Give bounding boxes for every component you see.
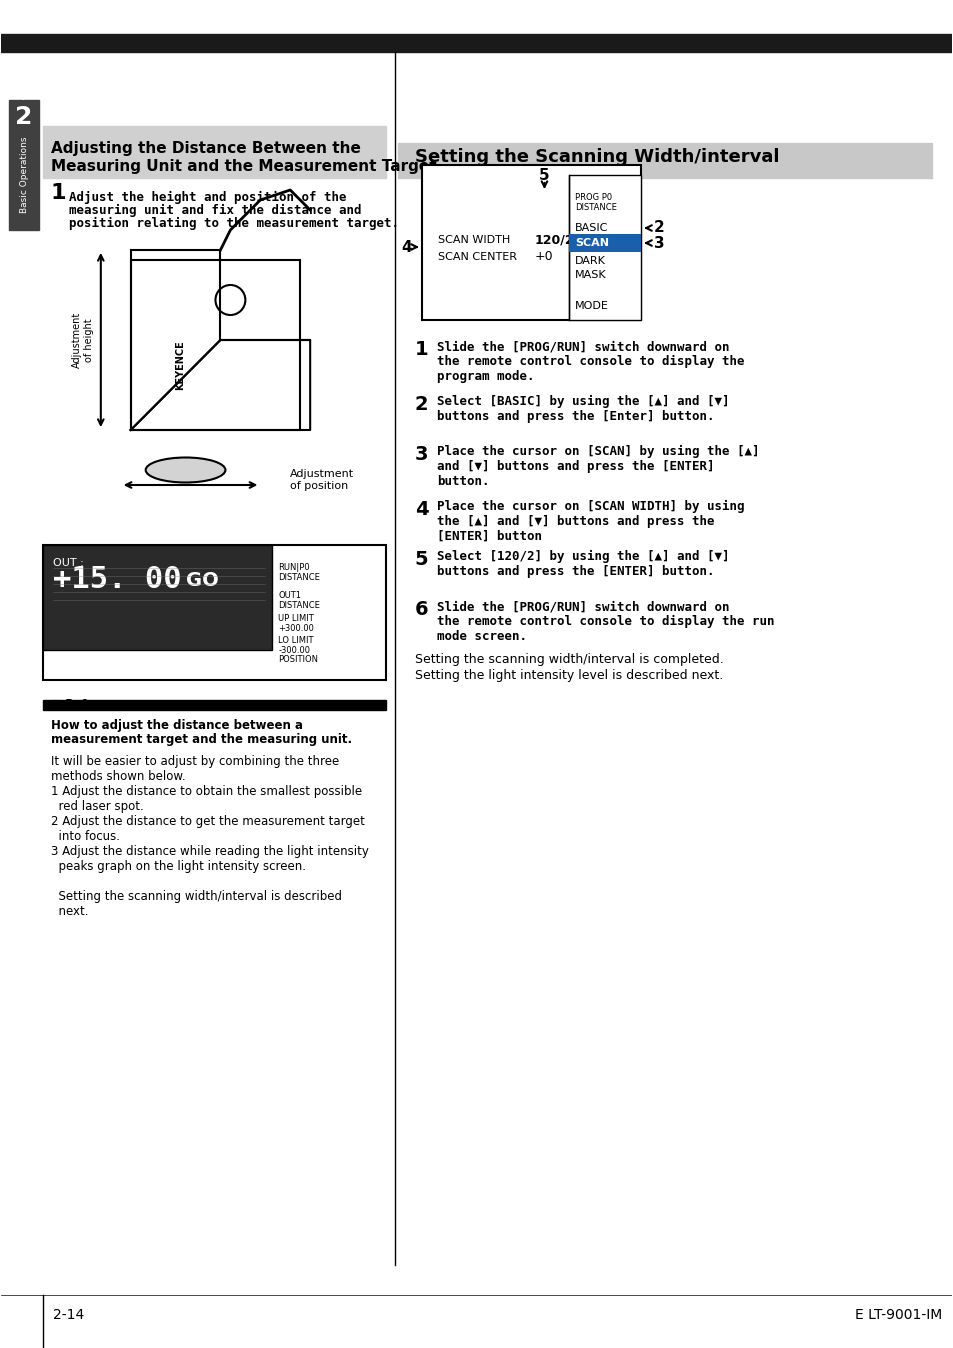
Bar bbox=[131, 260, 300, 430]
Text: MODE: MODE bbox=[575, 301, 609, 311]
Text: Adjustment
of height: Adjustment of height bbox=[72, 311, 93, 368]
Text: 3: 3 bbox=[415, 445, 428, 464]
Text: 2: 2 bbox=[15, 105, 32, 129]
Text: MASK: MASK bbox=[575, 270, 606, 280]
Text: +15. 00: +15. 00 bbox=[53, 566, 181, 594]
Bar bbox=[1, 34, 951, 53]
Text: Setting the light intensity level is described next.: Setting the light intensity level is des… bbox=[415, 669, 722, 682]
Ellipse shape bbox=[146, 457, 225, 483]
Text: 2-14: 2-14 bbox=[53, 1308, 84, 1322]
Bar bbox=[43, 545, 272, 650]
Text: 1: 1 bbox=[415, 340, 428, 359]
Text: E LT-9001-IM: E LT-9001-IM bbox=[854, 1308, 941, 1322]
Bar bbox=[569, 235, 640, 252]
Text: Slide the [PROG/RUN] switch downward on
the remote control console to display th: Slide the [PROG/RUN] switch downward on … bbox=[436, 600, 774, 643]
Text: 1: 1 bbox=[51, 183, 67, 204]
Text: SCAN WIDTH: SCAN WIDTH bbox=[437, 235, 510, 245]
Text: position relating to the measurement target.: position relating to the measurement tar… bbox=[69, 217, 398, 229]
Text: measuring unit and fix the distance and: measuring unit and fix the distance and bbox=[69, 204, 361, 217]
Text: GO: GO bbox=[185, 570, 218, 589]
Text: 5: 5 bbox=[415, 550, 428, 569]
Text: 4: 4 bbox=[415, 500, 428, 519]
Text: RUN|P0
DISTANCE: RUN|P0 DISTANCE bbox=[278, 563, 320, 582]
Text: Select [BASIC] by using the [▲] and [▼]
buttons and press the [Enter] button.: Select [BASIC] by using the [▲] and [▼] … bbox=[436, 395, 728, 423]
Text: Select [120/2] by using the [▲] and [▼]
buttons and press the [ENTER] button.: Select [120/2] by using the [▲] and [▼] … bbox=[436, 550, 728, 578]
Text: measurement target and the measuring unit.: measurement target and the measuring uni… bbox=[51, 732, 352, 745]
Text: BASIC: BASIC bbox=[575, 222, 608, 233]
Text: Adjustment
of position: Adjustment of position bbox=[290, 469, 354, 491]
Text: DARK: DARK bbox=[575, 256, 605, 266]
Bar bbox=[10, 100, 39, 231]
Bar bbox=[421, 164, 640, 319]
Text: 120/2: 120/2 bbox=[534, 233, 574, 247]
Text: Setting the Scanning Width/interval: Setting the Scanning Width/interval bbox=[415, 148, 779, 166]
Text: 4: 4 bbox=[401, 240, 412, 255]
Text: KEYENCE: KEYENCE bbox=[175, 340, 186, 390]
Text: Adjust the height and position of the: Adjust the height and position of the bbox=[69, 190, 346, 204]
Text: PROG P0: PROG P0 bbox=[575, 194, 612, 202]
Text: UP LIMIT
+300.00: UP LIMIT +300.00 bbox=[278, 613, 314, 634]
Text: Adjusting the Distance Between the: Adjusting the Distance Between the bbox=[51, 140, 360, 155]
Text: Setting the scanning width/interval is completed.: Setting the scanning width/interval is c… bbox=[415, 654, 722, 666]
Bar bbox=[43, 700, 386, 710]
Text: Basic Operations: Basic Operations bbox=[19, 136, 29, 213]
Text: Measuring Unit and the Measurement Target: Measuring Unit and the Measurement Targe… bbox=[51, 159, 436, 174]
Text: It will be easier to adjust by combining the three
methods shown below.
1 Adjust: It will be easier to adjust by combining… bbox=[51, 755, 369, 918]
Text: Place the cursor on [SCAN] by using the [▲]
and [▼] buttons and press the [ENTER: Place the cursor on [SCAN] by using the … bbox=[436, 445, 759, 488]
Text: Place the cursor on [SCAN WIDTH] by using
the [▲] and [▼] buttons and press the
: Place the cursor on [SCAN WIDTH] by usin… bbox=[436, 500, 743, 543]
Text: OUT :: OUT : bbox=[53, 558, 84, 568]
Text: Slide the [PROG/RUN] switch downward on
the remote control console to display th: Slide the [PROG/RUN] switch downward on … bbox=[436, 340, 743, 383]
Text: 2: 2 bbox=[415, 395, 428, 414]
Text: +0: +0 bbox=[534, 251, 553, 263]
Bar bbox=[43, 545, 386, 679]
Text: How to adjust the distance between a: How to adjust the distance between a bbox=[51, 720, 303, 732]
Text: 6: 6 bbox=[415, 600, 428, 619]
Text: SCAN: SCAN bbox=[575, 239, 609, 248]
Bar bbox=[43, 125, 386, 178]
Text: 2: 2 bbox=[654, 221, 664, 236]
Text: Chapter: Chapter bbox=[5, 90, 43, 100]
Text: POSITION: POSITION bbox=[278, 655, 318, 665]
Text: ■ Reference□: ■ Reference□ bbox=[51, 698, 139, 708]
Text: LO LIMIT
-300.00: LO LIMIT -300.00 bbox=[278, 636, 314, 655]
Bar bbox=[397, 143, 931, 178]
Text: OUT1
DISTANCE: OUT1 DISTANCE bbox=[278, 590, 320, 611]
Text: SCAN CENTER: SCAN CENTER bbox=[437, 252, 517, 262]
Text: 3: 3 bbox=[654, 236, 664, 251]
Text: Using the Displacement Mode: Using the Displacement Mode bbox=[11, 59, 209, 73]
Text: DISTANCE: DISTANCE bbox=[575, 204, 617, 213]
Text: 5: 5 bbox=[538, 167, 549, 182]
Bar bbox=[569, 175, 640, 319]
